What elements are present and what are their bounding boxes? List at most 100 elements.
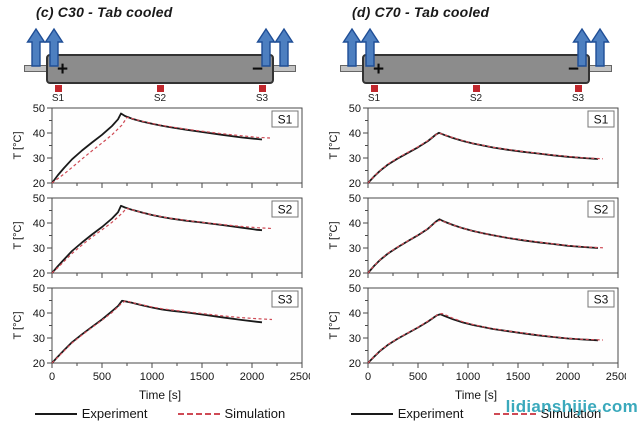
- svg-text:S2: S2: [594, 203, 609, 217]
- sensor-s2: S2: [148, 85, 172, 104]
- svg-text:1500: 1500: [506, 371, 530, 383]
- sensor-marker: [54, 85, 62, 92]
- plot-c70-s3: 2030405005001000150020002500T [°C]S3: [328, 283, 626, 383]
- svg-text:2000: 2000: [556, 371, 580, 383]
- cooling-arrows-icon: [572, 27, 610, 67]
- svg-text:S1: S1: [594, 113, 609, 127]
- plot-c30-s1: 20 30 40 50 T [°C] S1: [12, 103, 303, 190]
- svg-text:0: 0: [49, 371, 55, 383]
- sensor-label: S1: [51, 93, 65, 104]
- legend-label-experiment: Experiment: [397, 406, 464, 421]
- legend-label-simulation: Simulation: [224, 406, 286, 421]
- legend-label-experiment: Experiment: [81, 406, 148, 421]
- svg-text:T [°C]: T [°C]: [328, 131, 340, 159]
- panel-c30: (c) C30 - Tab cooled + − S1 S2: [2, 4, 318, 421]
- sensor-s3: S3: [250, 85, 274, 104]
- svg-text:20: 20: [349, 358, 361, 370]
- svg-text:50: 50: [33, 193, 45, 205]
- sensor-marker: [370, 85, 378, 92]
- svg-text:40: 40: [33, 308, 45, 320]
- simulation-line-swatch: [177, 412, 220, 415]
- experiment-line-swatch: [34, 412, 77, 415]
- x-axis-label: Time [s]: [454, 388, 498, 402]
- sensor-label: S1: [367, 93, 381, 104]
- watermark: lidianshijie.com: [505, 397, 638, 416]
- sensor-label: S2: [469, 93, 483, 104]
- svg-text:20: 20: [33, 178, 45, 190]
- panel-title: (d) C70 - Tab cooled: [352, 4, 490, 20]
- cooling-arrows-icon: [26, 27, 64, 67]
- svg-text:30: 30: [33, 243, 45, 255]
- svg-text:50: 50: [349, 283, 361, 295]
- svg-text:50: 50: [349, 193, 361, 205]
- sensor-s1: S1: [46, 85, 70, 104]
- svg-text:0: 0: [365, 371, 371, 383]
- svg-text:500: 500: [409, 371, 427, 383]
- battery-body: + −: [46, 54, 274, 84]
- svg-text:20: 20: [349, 178, 361, 190]
- svg-text:S1: S1: [278, 113, 293, 127]
- plot-c30-s2: 20 30 40 50 T [°C] S2: [12, 193, 303, 280]
- legend: Experiment Simulation: [34, 406, 286, 421]
- sensor-marker: [258, 85, 266, 92]
- svg-text:30: 30: [33, 333, 45, 345]
- svg-text:2500: 2500: [606, 371, 626, 383]
- svg-text:T [°C]: T [°C]: [12, 221, 24, 249]
- svg-text:1000: 1000: [140, 371, 164, 383]
- svg-text:50: 50: [33, 103, 45, 115]
- sensor-marker: [574, 85, 582, 92]
- svg-text:20: 20: [349, 268, 361, 280]
- svg-text:S2: S2: [278, 203, 293, 217]
- sensor-marker: [472, 85, 480, 92]
- svg-text:50: 50: [33, 283, 45, 295]
- svg-text:T [°C]: T [°C]: [12, 311, 24, 339]
- plus-terminal-label: +: [57, 58, 69, 80]
- figure: (c) C30 - Tab cooled + − S1 S2: [2, 4, 638, 421]
- cooling-arrows-icon: [256, 27, 294, 67]
- svg-text:2000: 2000: [240, 371, 264, 383]
- legend: Experiment Simulation: [350, 406, 602, 421]
- svg-text:40: 40: [349, 128, 361, 140]
- plot-c70-s1: 20 30 40 50 T [°C] S1: [328, 103, 619, 190]
- panel-c70: (d) C70 - Tab cooled + − S1 S2: [318, 4, 634, 421]
- svg-text:T [°C]: T [°C]: [328, 221, 340, 249]
- svg-text:30: 30: [349, 243, 361, 255]
- minus-terminal-label: −: [251, 58, 263, 80]
- experiment-line-swatch: [350, 412, 393, 415]
- svg-text:T [°C]: T [°C]: [12, 131, 24, 159]
- legend-label-simulation: Simulation: [540, 406, 602, 421]
- cooling-arrows-icon: [342, 27, 380, 67]
- svg-text:40: 40: [33, 128, 45, 140]
- plus-terminal-label: +: [373, 58, 385, 80]
- panel-title: (c) C30 - Tab cooled: [36, 4, 173, 20]
- svg-text:500: 500: [93, 371, 111, 383]
- sensor-s3: S3: [566, 85, 590, 104]
- svg-text:30: 30: [349, 333, 361, 345]
- svg-text:1000: 1000: [456, 371, 480, 383]
- x-axis-label: Time [s]: [138, 388, 182, 402]
- svg-text:30: 30: [349, 153, 361, 165]
- svg-text:40: 40: [349, 218, 361, 230]
- battery-body: + −: [362, 54, 590, 84]
- plot-c30-s3: 2030405005001000150020002500T [°C]S3: [12, 283, 310, 383]
- svg-text:T [°C]: T [°C]: [328, 311, 340, 339]
- svg-text:20: 20: [33, 358, 45, 370]
- sensor-label: S3: [255, 93, 269, 104]
- sensor-label: S3: [571, 93, 585, 104]
- svg-text:40: 40: [33, 218, 45, 230]
- minus-terminal-label: −: [567, 58, 579, 80]
- sensor-s1: S1: [362, 85, 386, 104]
- sensor-label: S2: [153, 93, 167, 104]
- svg-text:1500: 1500: [190, 371, 214, 383]
- svg-text:40: 40: [349, 308, 361, 320]
- simulation-line-swatch: [493, 412, 536, 415]
- battery-diagram: + − S1 S2 S3: [22, 26, 298, 104]
- svg-text:20: 20: [33, 268, 45, 280]
- svg-text:S3: S3: [594, 293, 609, 307]
- plot-c70-s2: 20 30 40 50 T [°C] S2: [328, 193, 619, 280]
- battery-diagram: + − S1 S2 S3: [338, 26, 614, 104]
- svg-text:S3: S3: [278, 293, 293, 307]
- sensor-marker: [156, 85, 164, 92]
- svg-text:50: 50: [349, 103, 361, 115]
- sensor-s2: S2: [464, 85, 488, 104]
